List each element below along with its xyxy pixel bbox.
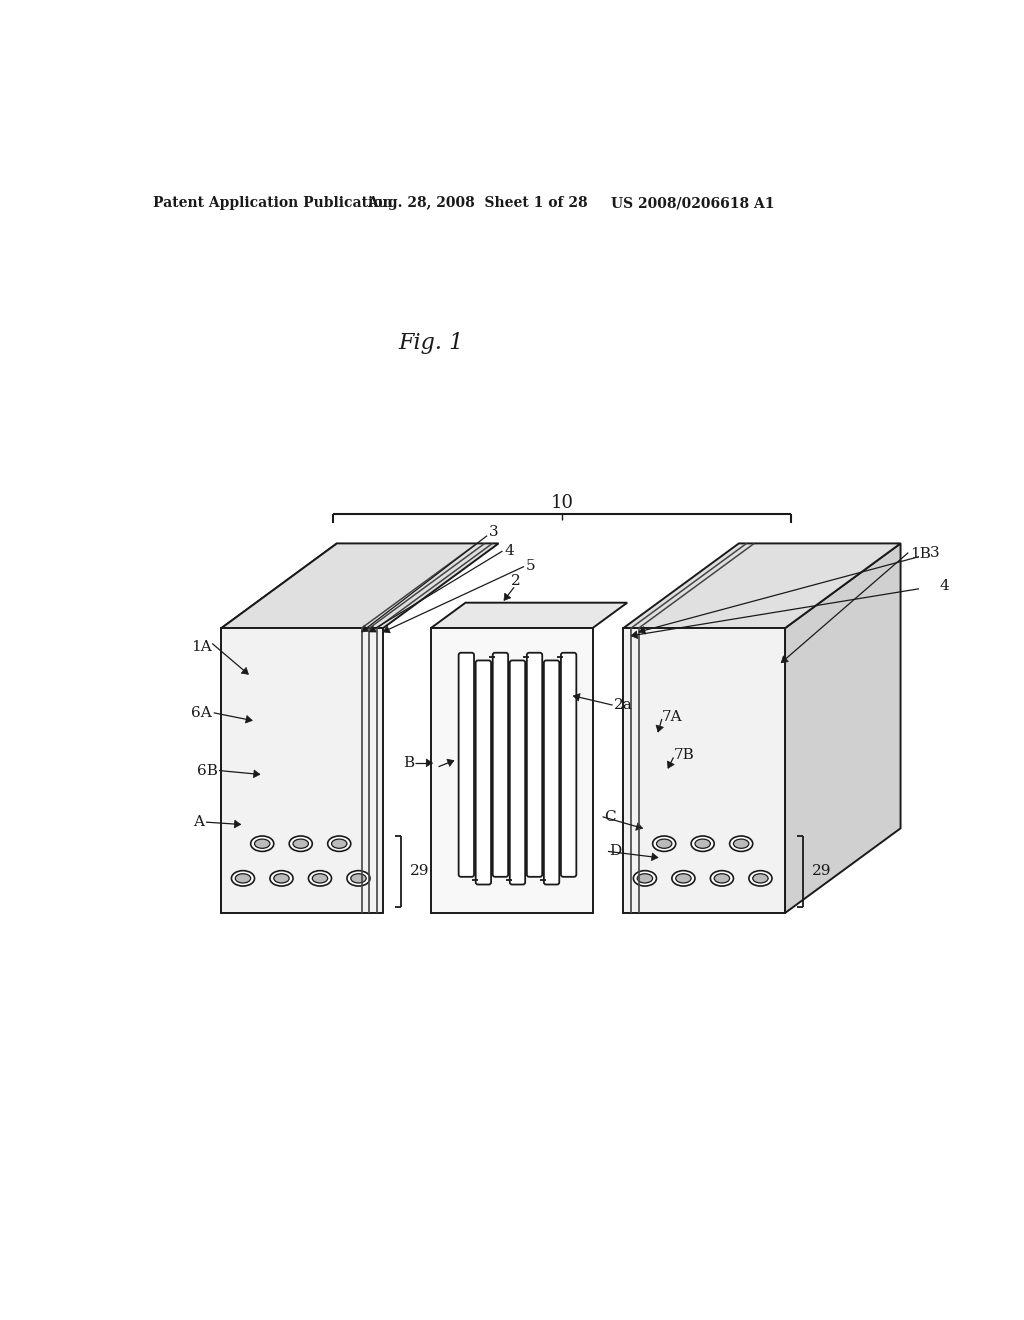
Ellipse shape <box>351 874 367 883</box>
Ellipse shape <box>753 874 768 883</box>
Polygon shape <box>624 544 900 628</box>
Polygon shape <box>383 626 390 632</box>
FancyBboxPatch shape <box>459 653 474 876</box>
Ellipse shape <box>672 871 695 886</box>
Polygon shape <box>651 853 658 861</box>
Polygon shape <box>636 822 643 830</box>
Polygon shape <box>573 693 581 701</box>
Text: 1A: 1A <box>191 640 212 653</box>
Ellipse shape <box>347 871 370 886</box>
Text: 29: 29 <box>812 865 831 878</box>
Text: C: C <box>604 809 615 824</box>
Ellipse shape <box>308 871 332 886</box>
Polygon shape <box>656 725 664 733</box>
Text: 7A: 7A <box>662 710 682 723</box>
Text: B: B <box>402 756 414 770</box>
Text: 29: 29 <box>410 865 430 878</box>
FancyBboxPatch shape <box>561 653 577 876</box>
Text: 4: 4 <box>939 578 949 593</box>
Polygon shape <box>504 593 511 601</box>
Ellipse shape <box>251 836 273 851</box>
Text: 10: 10 <box>551 494 573 512</box>
Ellipse shape <box>293 840 308 849</box>
Polygon shape <box>234 820 241 828</box>
Ellipse shape <box>652 836 676 851</box>
Polygon shape <box>624 628 785 913</box>
Ellipse shape <box>695 840 711 849</box>
Polygon shape <box>431 628 593 913</box>
Polygon shape <box>246 715 252 723</box>
Ellipse shape <box>637 874 652 883</box>
Text: US 2008/0206618 A1: US 2008/0206618 A1 <box>611 197 774 210</box>
Ellipse shape <box>676 874 691 883</box>
Polygon shape <box>253 770 260 777</box>
Text: 1B: 1B <box>909 548 931 561</box>
Text: 4: 4 <box>504 544 514 558</box>
Polygon shape <box>631 631 638 639</box>
Text: 6B: 6B <box>197 763 217 777</box>
Ellipse shape <box>236 874 251 883</box>
Polygon shape <box>431 603 628 628</box>
Polygon shape <box>242 668 249 675</box>
Polygon shape <box>781 656 788 663</box>
Polygon shape <box>361 626 369 632</box>
Text: 3: 3 <box>488 525 499 539</box>
Text: A: A <box>194 816 205 829</box>
Text: Fig. 1: Fig. 1 <box>398 333 464 354</box>
Ellipse shape <box>270 871 293 886</box>
Text: 2: 2 <box>511 574 520 589</box>
FancyBboxPatch shape <box>493 653 508 876</box>
Polygon shape <box>785 544 900 913</box>
Polygon shape <box>221 628 383 913</box>
Text: Patent Application Publication: Patent Application Publication <box>154 197 393 210</box>
FancyBboxPatch shape <box>544 660 559 884</box>
Polygon shape <box>221 544 499 628</box>
Ellipse shape <box>691 836 714 851</box>
Polygon shape <box>370 626 377 632</box>
Ellipse shape <box>656 840 672 849</box>
Polygon shape <box>426 759 432 767</box>
FancyBboxPatch shape <box>510 660 525 884</box>
Text: D: D <box>609 845 622 858</box>
Ellipse shape <box>328 836 351 851</box>
Text: 7B: 7B <box>674 748 694 762</box>
Ellipse shape <box>749 871 772 886</box>
Text: 2a: 2a <box>614 698 633 711</box>
Text: Aug. 28, 2008  Sheet 1 of 28: Aug. 28, 2008 Sheet 1 of 28 <box>367 197 588 210</box>
Ellipse shape <box>730 836 753 851</box>
Ellipse shape <box>312 874 328 883</box>
Text: 3: 3 <box>930 545 939 560</box>
Ellipse shape <box>273 874 289 883</box>
Ellipse shape <box>634 871 656 886</box>
Ellipse shape <box>711 871 733 886</box>
FancyBboxPatch shape <box>476 660 492 884</box>
FancyBboxPatch shape <box>526 653 543 876</box>
Text: 5: 5 <box>525 560 536 573</box>
Ellipse shape <box>289 836 312 851</box>
Ellipse shape <box>231 871 255 886</box>
Text: 6A: 6A <box>191 706 212 719</box>
Polygon shape <box>668 762 674 768</box>
Polygon shape <box>446 759 454 767</box>
Polygon shape <box>221 544 337 913</box>
Ellipse shape <box>733 840 749 849</box>
Ellipse shape <box>332 840 347 849</box>
Ellipse shape <box>255 840 270 849</box>
Ellipse shape <box>714 874 730 883</box>
Polygon shape <box>639 627 646 634</box>
